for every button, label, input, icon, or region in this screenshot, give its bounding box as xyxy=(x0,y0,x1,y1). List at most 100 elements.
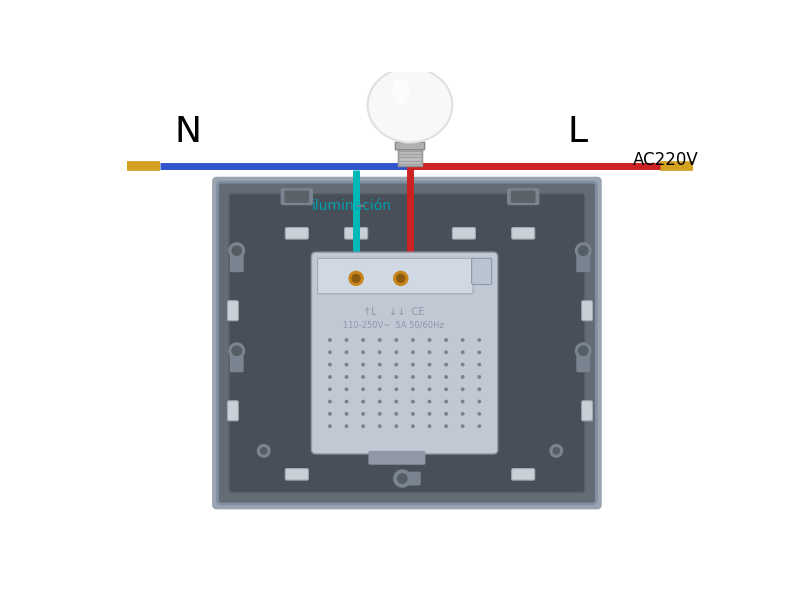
Circle shape xyxy=(411,375,415,379)
Circle shape xyxy=(550,444,563,458)
FancyBboxPatch shape xyxy=(227,401,238,421)
Circle shape xyxy=(427,362,431,367)
Circle shape xyxy=(461,350,465,354)
FancyBboxPatch shape xyxy=(512,469,534,480)
Circle shape xyxy=(394,400,398,403)
Ellipse shape xyxy=(368,68,452,142)
Circle shape xyxy=(394,424,398,428)
Circle shape xyxy=(345,375,349,379)
Circle shape xyxy=(461,388,465,391)
Circle shape xyxy=(351,274,361,283)
Circle shape xyxy=(349,271,364,286)
Circle shape xyxy=(394,412,398,416)
Circle shape xyxy=(328,350,332,354)
FancyBboxPatch shape xyxy=(582,301,593,321)
Circle shape xyxy=(578,245,589,256)
Circle shape xyxy=(361,338,365,342)
Circle shape xyxy=(578,346,589,356)
Circle shape xyxy=(394,350,398,354)
Circle shape xyxy=(444,338,448,342)
Circle shape xyxy=(553,447,560,455)
Circle shape xyxy=(378,338,382,342)
Circle shape xyxy=(345,424,349,428)
FancyBboxPatch shape xyxy=(212,177,602,509)
Circle shape xyxy=(411,388,415,391)
Circle shape xyxy=(361,388,365,391)
FancyBboxPatch shape xyxy=(311,252,498,454)
Circle shape xyxy=(361,362,365,367)
Circle shape xyxy=(345,412,349,416)
Circle shape xyxy=(478,424,482,428)
Circle shape xyxy=(378,362,382,367)
Circle shape xyxy=(478,375,482,379)
FancyBboxPatch shape xyxy=(398,149,422,166)
Circle shape xyxy=(411,424,415,428)
Circle shape xyxy=(228,242,246,259)
Circle shape xyxy=(345,400,349,403)
Circle shape xyxy=(397,473,408,484)
Circle shape xyxy=(361,412,365,416)
Circle shape xyxy=(461,424,465,428)
FancyBboxPatch shape xyxy=(281,188,313,205)
Circle shape xyxy=(427,350,431,354)
FancyBboxPatch shape xyxy=(512,227,534,239)
Circle shape xyxy=(393,469,411,488)
Circle shape xyxy=(345,350,349,354)
Circle shape xyxy=(378,350,382,354)
Circle shape xyxy=(444,362,448,367)
Circle shape xyxy=(345,388,349,391)
Circle shape xyxy=(427,338,431,342)
Circle shape xyxy=(411,350,415,354)
Circle shape xyxy=(396,274,406,283)
Circle shape xyxy=(394,338,398,342)
Circle shape xyxy=(461,412,465,416)
Circle shape xyxy=(427,424,431,428)
FancyBboxPatch shape xyxy=(318,259,473,294)
FancyBboxPatch shape xyxy=(576,249,590,272)
Circle shape xyxy=(478,338,482,342)
Circle shape xyxy=(328,362,332,367)
Circle shape xyxy=(478,400,482,403)
Circle shape xyxy=(444,350,448,354)
Circle shape xyxy=(361,400,365,403)
Circle shape xyxy=(328,400,332,403)
FancyBboxPatch shape xyxy=(218,182,596,504)
Circle shape xyxy=(478,412,482,416)
Circle shape xyxy=(478,388,482,391)
Circle shape xyxy=(328,412,332,416)
FancyBboxPatch shape xyxy=(229,194,585,493)
Circle shape xyxy=(378,388,382,391)
Circle shape xyxy=(328,424,332,428)
Circle shape xyxy=(393,271,409,286)
Circle shape xyxy=(378,400,382,403)
Circle shape xyxy=(378,375,382,379)
Circle shape xyxy=(444,375,448,379)
Circle shape xyxy=(574,342,592,359)
Circle shape xyxy=(260,447,267,455)
FancyBboxPatch shape xyxy=(507,188,539,205)
Text: 110-250V~  5A 50/60Hz: 110-250V~ 5A 50/60Hz xyxy=(343,320,444,329)
Circle shape xyxy=(328,375,332,379)
FancyBboxPatch shape xyxy=(401,472,421,485)
Circle shape xyxy=(444,388,448,391)
Circle shape xyxy=(328,338,332,342)
Circle shape xyxy=(228,342,246,359)
Circle shape xyxy=(461,362,465,367)
FancyBboxPatch shape xyxy=(230,249,244,272)
Circle shape xyxy=(444,424,448,428)
FancyBboxPatch shape xyxy=(227,301,238,321)
Circle shape xyxy=(411,412,415,416)
Text: L: L xyxy=(568,115,588,149)
Circle shape xyxy=(257,444,270,458)
FancyBboxPatch shape xyxy=(472,259,492,284)
Circle shape xyxy=(427,388,431,391)
Circle shape xyxy=(478,350,482,354)
Circle shape xyxy=(411,338,415,342)
Circle shape xyxy=(444,400,448,403)
Circle shape xyxy=(427,412,431,416)
Circle shape xyxy=(394,362,398,367)
Circle shape xyxy=(361,350,365,354)
Circle shape xyxy=(411,400,415,403)
Text: N: N xyxy=(174,115,202,149)
Circle shape xyxy=(574,242,592,259)
